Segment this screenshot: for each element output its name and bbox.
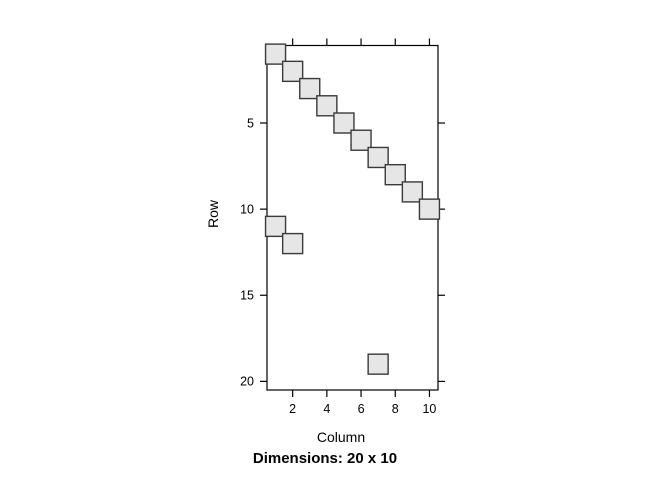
matrix-cell [316, 95, 338, 117]
chart-title: Dimensions: 20 x 10 [252, 450, 398, 467]
x-tick-label: 6 [358, 402, 365, 416]
matrix-cell [401, 181, 424, 203]
matrix-cell [264, 43, 287, 65]
matrix-cell [333, 112, 355, 134]
matrix-cell [281, 60, 304, 83]
matrix-cell [367, 146, 389, 169]
matrix-cell [299, 77, 321, 100]
x-tick-label: 2 [289, 402, 296, 416]
y-axis-title: Row [205, 200, 221, 229]
matrix-cell [384, 163, 406, 186]
matrix-cell [418, 198, 441, 220]
matrix-cell [281, 232, 304, 255]
x-tick-label: 8 [392, 402, 399, 416]
matrix-cell [264, 215, 287, 238]
matrix-cell [350, 129, 372, 151]
y-tick-label: 5 [247, 116, 254, 130]
y-tick-label: 10 [240, 202, 254, 216]
x-tick-label: 4 [323, 402, 330, 416]
x-axis-title: Column [316, 429, 366, 445]
plot-border [266, 44, 439, 391]
y-tick-label: 20 [240, 375, 254, 389]
y-tick-label: 15 [240, 289, 254, 303]
x-tick-label: 10 [422, 402, 436, 416]
matrix-cell [367, 353, 389, 375]
